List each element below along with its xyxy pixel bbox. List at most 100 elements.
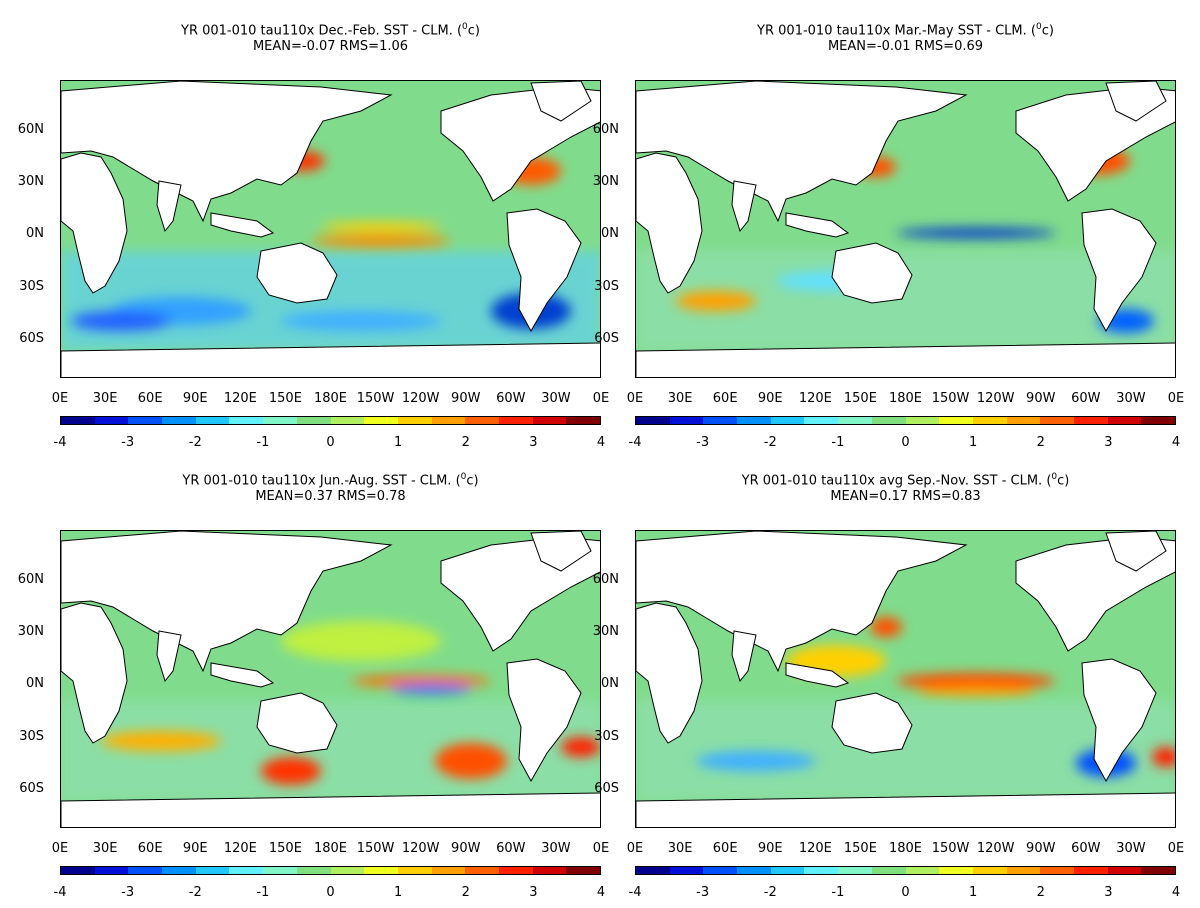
panel-stats: MEAN=0.17 RMS=0.83 xyxy=(830,489,981,504)
longitude-tick-label: 120W xyxy=(401,391,440,406)
longitude-tick-label: 0E xyxy=(1167,841,1185,856)
longitude-tick-label: 90E xyxy=(757,391,783,406)
longitude-tick-label: 0E xyxy=(1167,391,1185,406)
land-mass xyxy=(636,152,703,294)
latitude-tick-label: 60S xyxy=(19,331,44,346)
longitude-tick-label: 150E xyxy=(843,391,877,406)
colorbar-segment xyxy=(939,417,973,424)
colorbar-segment xyxy=(770,417,805,424)
latitude-tick-label: 60S xyxy=(594,781,619,796)
longitude-tick-label: 60E xyxy=(712,391,738,406)
anomaly-patch xyxy=(101,731,221,751)
latitude-tick-label: 30N xyxy=(17,624,44,639)
colorbar-segment xyxy=(669,417,704,424)
longitude-tick-label: 30W xyxy=(1116,841,1146,856)
longitude-tick-label: 150E xyxy=(843,841,877,856)
longitude-tick-label: 90W xyxy=(1026,391,1056,406)
colorbar-segment xyxy=(195,417,230,424)
latitude-tick-label: 60N xyxy=(17,572,44,587)
colorbar-segment xyxy=(1107,417,1142,424)
colorbar-segment xyxy=(229,417,264,424)
latitude-tick-label: 30S xyxy=(594,279,619,294)
longitude-tick-label: 150E xyxy=(268,391,302,406)
land-mass xyxy=(530,81,592,122)
colorbar-segment xyxy=(465,417,499,424)
longitude-tick-label: 150W xyxy=(356,391,395,406)
sst-anomaly-map xyxy=(60,530,601,828)
anomaly-patch xyxy=(281,311,441,331)
map-artwork xyxy=(61,531,600,827)
colorbar-segment xyxy=(263,867,297,874)
land-mass xyxy=(731,180,757,233)
longitude-tick-label: 0E xyxy=(626,391,644,406)
panel-title: YR 001-010 tau110x avg Sep.-Nov. SST - C… xyxy=(741,472,1070,489)
latitude-tick-label: 0N xyxy=(601,226,619,241)
map-panel-djf: YR 001-010 tau110x Dec.-Feb. SST - CLM. … xyxy=(0,18,610,458)
colorbar-segment xyxy=(1006,867,1041,874)
colorbar-segment xyxy=(1141,867,1175,874)
longitude-tick-label: 120W xyxy=(401,841,440,856)
anomaly-patch xyxy=(261,757,321,785)
land-mass xyxy=(61,531,393,673)
longitude-tick-label: 90E xyxy=(182,391,208,406)
anomaly-patch xyxy=(1152,747,1175,767)
longitude-tick-label: 120E xyxy=(798,391,832,406)
colorbar-tick-label: -1 xyxy=(831,435,845,450)
colorbar-tick-label: -3 xyxy=(696,885,710,900)
longitude-tick-label: 60E xyxy=(712,841,738,856)
land-mass xyxy=(1105,81,1167,122)
colorbar-tick-label: -3 xyxy=(696,435,710,450)
latitude-tick-label: 30S xyxy=(19,279,44,294)
map-panel-jja: YR 001-010 tau110x Jun.-Aug. SST - CLM. … xyxy=(0,468,610,908)
anomaly-patch xyxy=(71,311,171,331)
land-mass xyxy=(731,630,757,683)
colorbar-segment xyxy=(94,417,129,424)
longitude-tick-label: 60W xyxy=(1071,841,1101,856)
sst-anomaly-map xyxy=(635,530,1176,828)
anomaly-patch xyxy=(561,737,600,757)
colorbar-segment xyxy=(939,867,973,874)
longitude-tick-label: 60W xyxy=(496,841,526,856)
land-mass xyxy=(636,81,968,223)
longitude-tick-label: 180E xyxy=(313,391,348,406)
anomaly-patch xyxy=(916,686,1036,696)
anomaly-patch xyxy=(391,684,471,694)
colorbar-tick-label: 2 xyxy=(1036,885,1045,900)
colorbar-segment xyxy=(296,417,331,424)
colorbar-segment xyxy=(871,417,906,424)
longitude-tick-label: 30E xyxy=(92,391,118,406)
land-mass xyxy=(530,531,592,572)
land-mass xyxy=(61,602,128,744)
colorbar-tick-label: 2 xyxy=(1036,435,1045,450)
colorbar-segment xyxy=(128,867,163,874)
colorbar-tick-label: 2 xyxy=(461,435,470,450)
colorbar xyxy=(635,866,1176,875)
colorbar-segment xyxy=(94,867,129,874)
panel-title: YR 001-010 tau110x Jun.-Aug. SST - CLM. … xyxy=(182,472,479,489)
longitude-tick-label: 90W xyxy=(1026,841,1056,856)
colorbar-segment xyxy=(397,417,432,424)
land-mass xyxy=(506,658,582,783)
anomaly-patch xyxy=(696,751,816,771)
map-artwork xyxy=(636,81,1175,377)
land-mass xyxy=(636,531,968,673)
sst-anomaly-map xyxy=(60,80,601,378)
colorbar-tick-label: -2 xyxy=(188,885,202,900)
colorbar-segment xyxy=(364,867,398,874)
latitude-tick-label: 30S xyxy=(19,729,44,744)
colorbar-segment xyxy=(566,417,600,424)
longitude-tick-label: 180E xyxy=(888,391,923,406)
colorbar-tick-label: 1 xyxy=(968,885,978,900)
colorbar-tick-label: 3 xyxy=(529,885,538,900)
colorbar-segment xyxy=(195,867,230,874)
colorbar-segment xyxy=(263,417,297,424)
longitude-tick-label: 180E xyxy=(313,841,348,856)
colorbar-segment xyxy=(905,417,940,424)
land-mass xyxy=(506,208,582,333)
longitude-tick-label: 90W xyxy=(451,391,481,406)
land-mass xyxy=(1105,531,1167,572)
panel-title: YR 001-010 tau110x Dec.-Feb. SST - CLM. … xyxy=(181,22,480,39)
colorbar-segment xyxy=(871,867,906,874)
colorbar-tick-label: -4 xyxy=(53,885,67,900)
longitude-tick-label: 0E xyxy=(592,841,610,856)
